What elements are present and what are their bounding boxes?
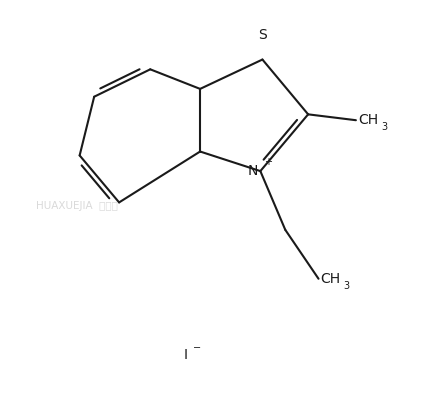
Text: 3: 3 <box>344 281 349 291</box>
Text: −: − <box>193 343 201 353</box>
Text: S: S <box>258 28 267 42</box>
Text: N: N <box>248 164 258 178</box>
Text: CH: CH <box>358 113 378 127</box>
Text: CH: CH <box>321 272 341 286</box>
Text: 3: 3 <box>381 122 387 132</box>
Text: HUAXUEJIA  化学加: HUAXUEJIA 化学加 <box>36 201 118 211</box>
Text: +: + <box>264 158 272 168</box>
Text: I: I <box>184 348 188 362</box>
